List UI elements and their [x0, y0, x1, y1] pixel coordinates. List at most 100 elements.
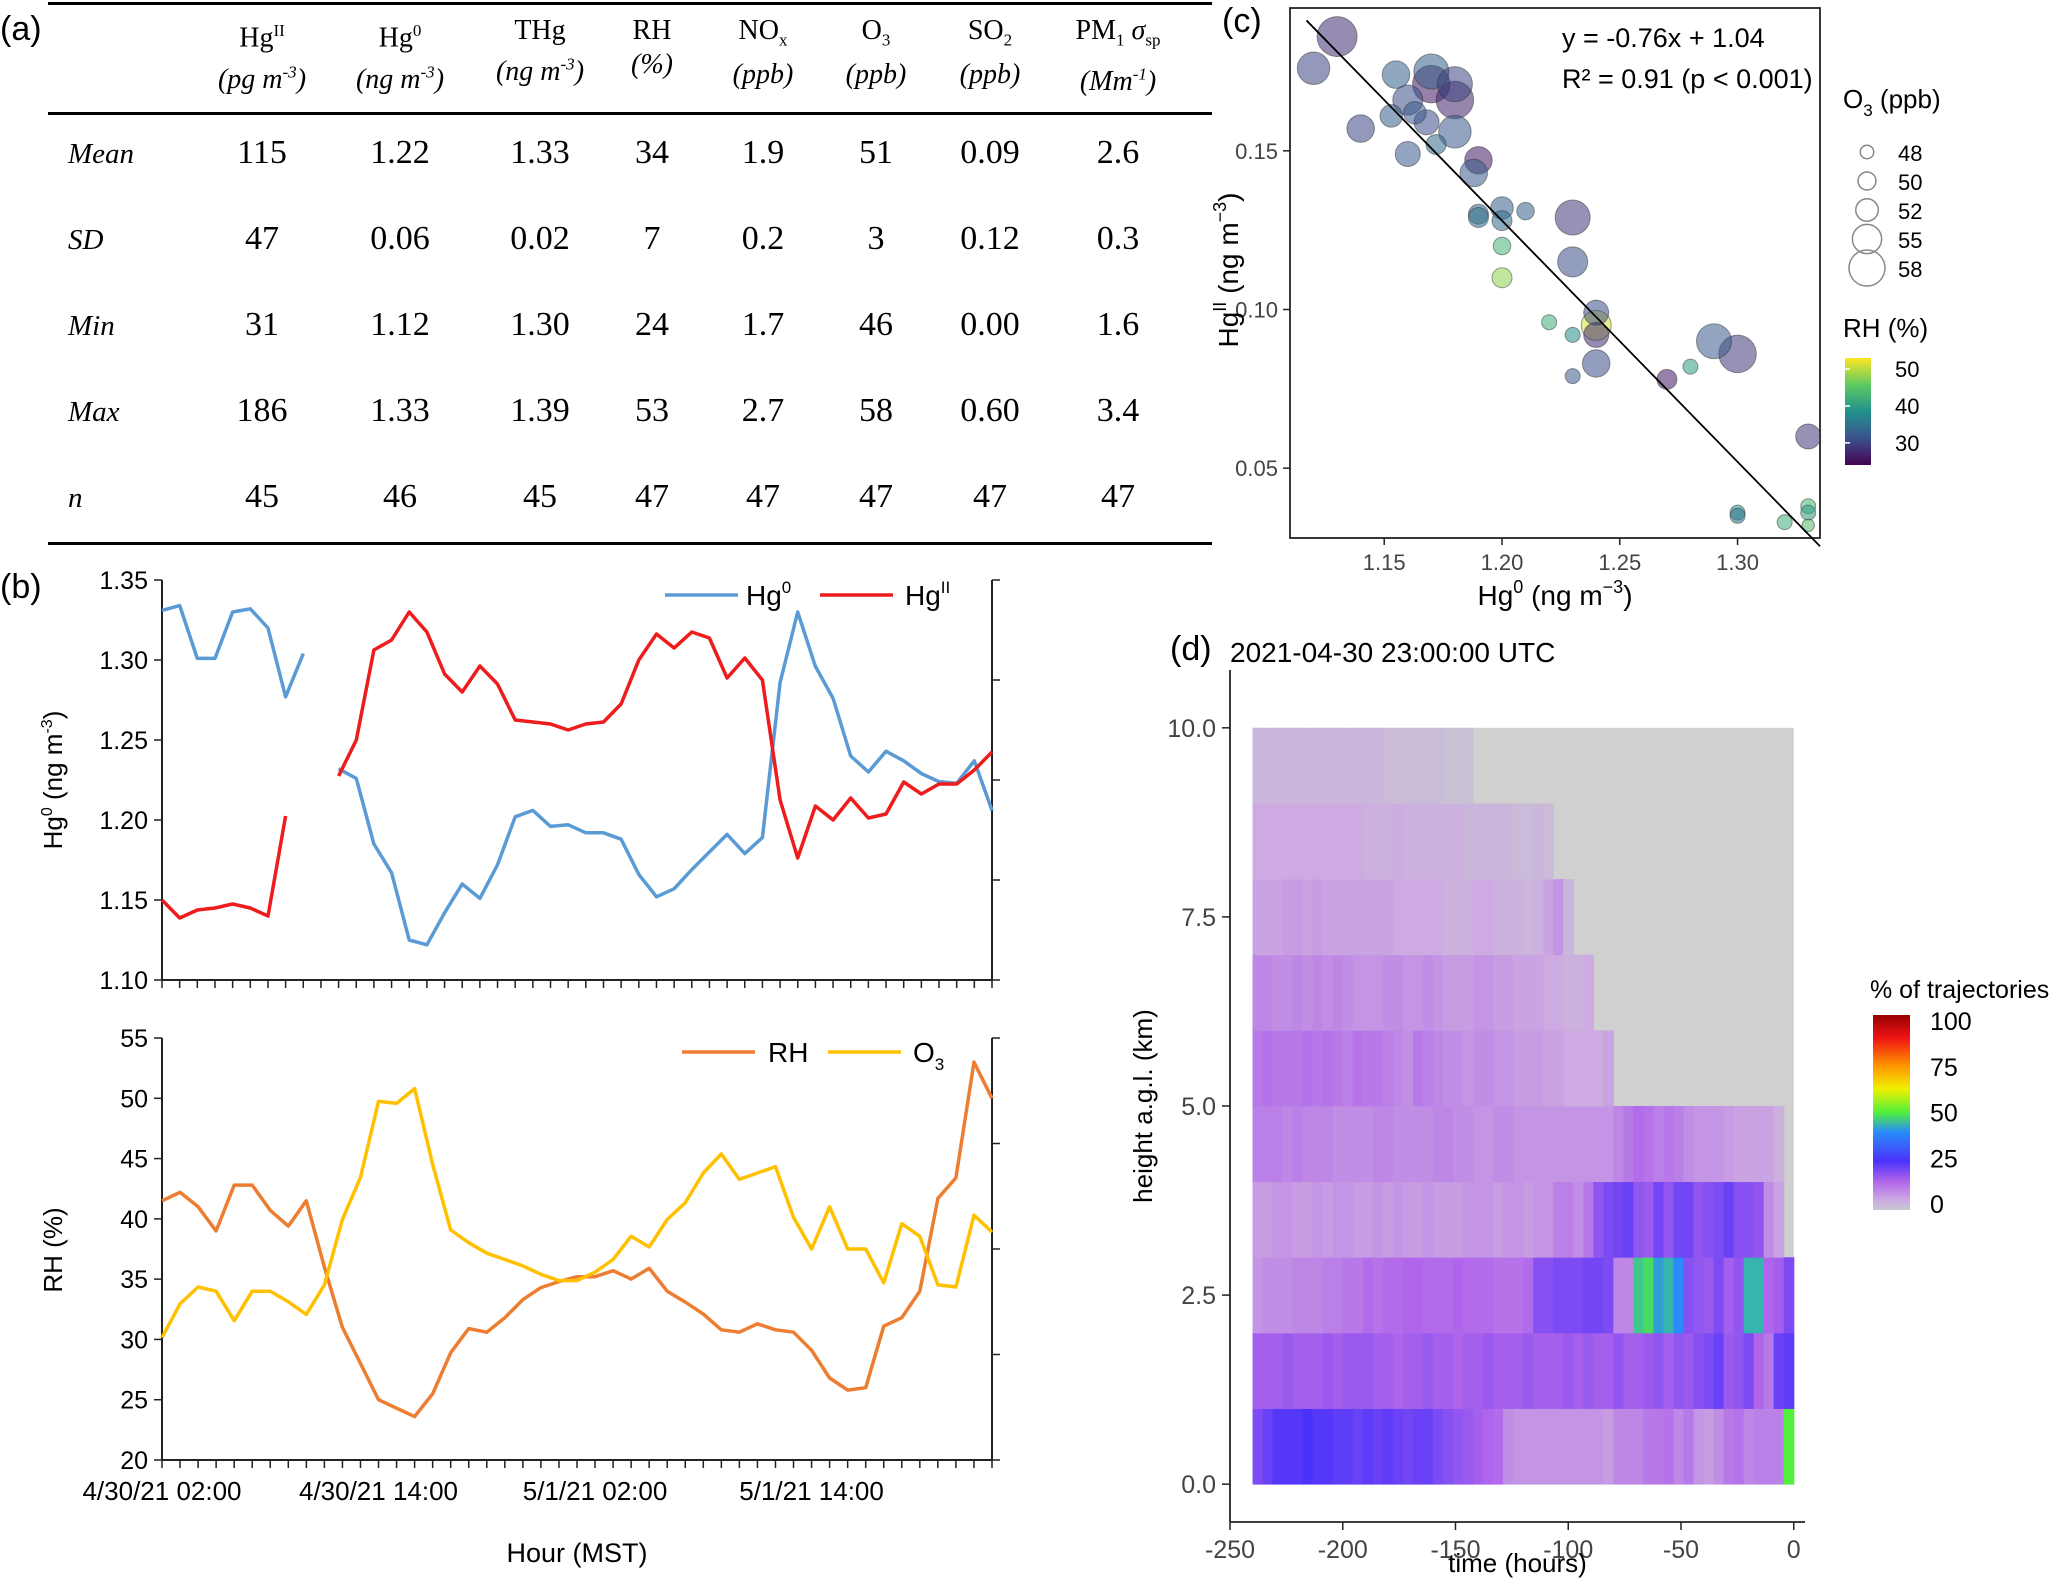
- table-header-cell: O3 (ppb): [845, 15, 907, 90]
- heatmap-cell: [1463, 727, 1474, 804]
- heatmap-cell: [1382, 879, 1394, 956]
- heatmap-cell: [1402, 1030, 1414, 1107]
- heatmap-cell: [1623, 1181, 1634, 1258]
- heatmap-cell: [1503, 1332, 1514, 1409]
- scatter-point: [1696, 323, 1732, 360]
- c-x-tick-label: 1.15: [1363, 550, 1406, 575]
- heatmap-cell: [1442, 954, 1454, 1031]
- panel-label-a: (a): [0, 10, 42, 48]
- heatmap-cell: [1292, 879, 1304, 956]
- scatter-point: [1425, 133, 1447, 155]
- heatmap-cell: [1633, 1106, 1644, 1183]
- heatmap-cell: [1262, 727, 1274, 804]
- heatmap-cell: [1783, 1408, 1795, 1485]
- c-size-legend-circle: [1851, 223, 1883, 255]
- c-colorbar: [1845, 358, 1871, 465]
- heatmap-cell: [1613, 1408, 1624, 1485]
- heatmap-cell: [1402, 1257, 1414, 1334]
- table-cell: 47: [1101, 478, 1135, 515]
- heatmap-cell: [1352, 1332, 1364, 1409]
- heatmap-cell: [1613, 1257, 1624, 1334]
- heatmap-cell: [1452, 1181, 1464, 1258]
- heatmap-cell: [1252, 727, 1264, 804]
- table-cell: 1.33: [370, 392, 430, 429]
- heatmap-cell: [1352, 954, 1364, 1031]
- heatmap-cell: [1312, 727, 1324, 804]
- heatmap-cell: [1322, 1332, 1334, 1409]
- d-x-tick-label: -100: [1543, 1536, 1593, 1564]
- heatmap-cell: [1432, 1257, 1444, 1334]
- heatmap-cell: [1643, 1181, 1655, 1258]
- heatmap-cell: [1382, 1030, 1394, 1107]
- heatmap-cell: [1432, 879, 1444, 956]
- heatmap-cell: [1332, 954, 1344, 1031]
- heatmap-cell: [1422, 1030, 1434, 1107]
- heatmap-cell: [1332, 1332, 1344, 1409]
- table-cell: 45: [245, 478, 279, 515]
- heatmap-cell: [1312, 1257, 1324, 1334]
- heatmap-cell: [1483, 1408, 1494, 1485]
- d-colorbar-tick-label: 75: [1930, 1054, 1958, 1082]
- scatter-point: [1564, 368, 1581, 385]
- heatmap-cell: [1272, 727, 1284, 804]
- heatmap-cell: [1422, 1332, 1434, 1409]
- heatmap-cell: [1543, 1332, 1554, 1409]
- heatmap-cell: [1372, 1257, 1384, 1334]
- heatmap-cell: [1713, 1181, 1725, 1258]
- b-bottom-series-RH: [161, 1060, 994, 1419]
- c-points: [1296, 16, 1822, 533]
- heatmap-cell: [1603, 1181, 1614, 1258]
- legend-label-hg0: Hg0: [746, 578, 791, 611]
- table-rule-bottom: [48, 542, 1212, 545]
- heatmap-cell: [1372, 1030, 1384, 1107]
- heatmap-cell: [1362, 1030, 1374, 1107]
- heatmap-cell: [1743, 1106, 1755, 1183]
- heatmap-cell: [1342, 954, 1354, 1031]
- heatmap-cell: [1282, 727, 1294, 804]
- heatmap-cell: [1753, 1257, 1765, 1334]
- table-cell: 3: [867, 220, 885, 257]
- heatmap-cell: [1513, 1106, 1524, 1183]
- heatmap-cell: [1432, 1408, 1444, 1485]
- table-cell: 186: [236, 392, 288, 429]
- table-cell: 51: [859, 134, 893, 171]
- heatmap-cell: [1362, 1106, 1374, 1183]
- heatmap-cell: [1773, 1181, 1785, 1258]
- heatmap-cell: [1713, 1106, 1725, 1183]
- heatmap-cell: [1282, 879, 1294, 956]
- heatmap-cell: [1633, 1408, 1644, 1485]
- heatmap-cell: [1302, 1408, 1314, 1485]
- b-x-tick-label: 4/30/21 02:00: [82, 1476, 241, 1506]
- heatmap-cell: [1272, 1030, 1284, 1107]
- heatmap-cell: [1673, 1332, 1685, 1409]
- heatmap-cell: [1352, 879, 1364, 956]
- heatmap-cell: [1683, 1332, 1695, 1409]
- heatmap-cell: [1773, 1408, 1785, 1485]
- heatmap-cell: [1493, 1408, 1504, 1485]
- heatmap-cell: [1693, 1332, 1705, 1409]
- c-size-legend-circle: [1857, 171, 1877, 191]
- c-size-legend-label: 48: [1898, 141, 1922, 166]
- c-xlabel: Hg0 (ng m−3): [1477, 577, 1632, 611]
- heatmap-cell: [1372, 1332, 1384, 1409]
- heatmap-cell: [1392, 1332, 1404, 1409]
- heatmap-cell: [1322, 803, 1334, 880]
- heatmap-cell: [1573, 1106, 1584, 1183]
- table-cell: 45: [523, 478, 557, 515]
- scatter-point: [1296, 51, 1331, 86]
- heatmap-cell: [1553, 1257, 1564, 1334]
- heatmap-cell: [1553, 1181, 1564, 1258]
- heatmap-cell: [1603, 1030, 1614, 1107]
- heatmap-cell: [1422, 1408, 1434, 1485]
- c-x-tick-label: 1.25: [1598, 550, 1641, 575]
- heatmap-cell: [1312, 879, 1324, 956]
- heatmap-cell: [1292, 1332, 1304, 1409]
- heatmap-cell: [1322, 1030, 1334, 1107]
- heatmap-cell: [1523, 1106, 1534, 1183]
- scatter-point: [1403, 100, 1427, 125]
- b-x-tick-label: 5/1/21 14:00: [739, 1476, 884, 1506]
- heatmap-cell: [1513, 879, 1524, 956]
- d-x-tick-label: -250: [1205, 1536, 1255, 1564]
- heatmap-cell: [1342, 1408, 1354, 1485]
- heatmap-cell: [1523, 1181, 1534, 1258]
